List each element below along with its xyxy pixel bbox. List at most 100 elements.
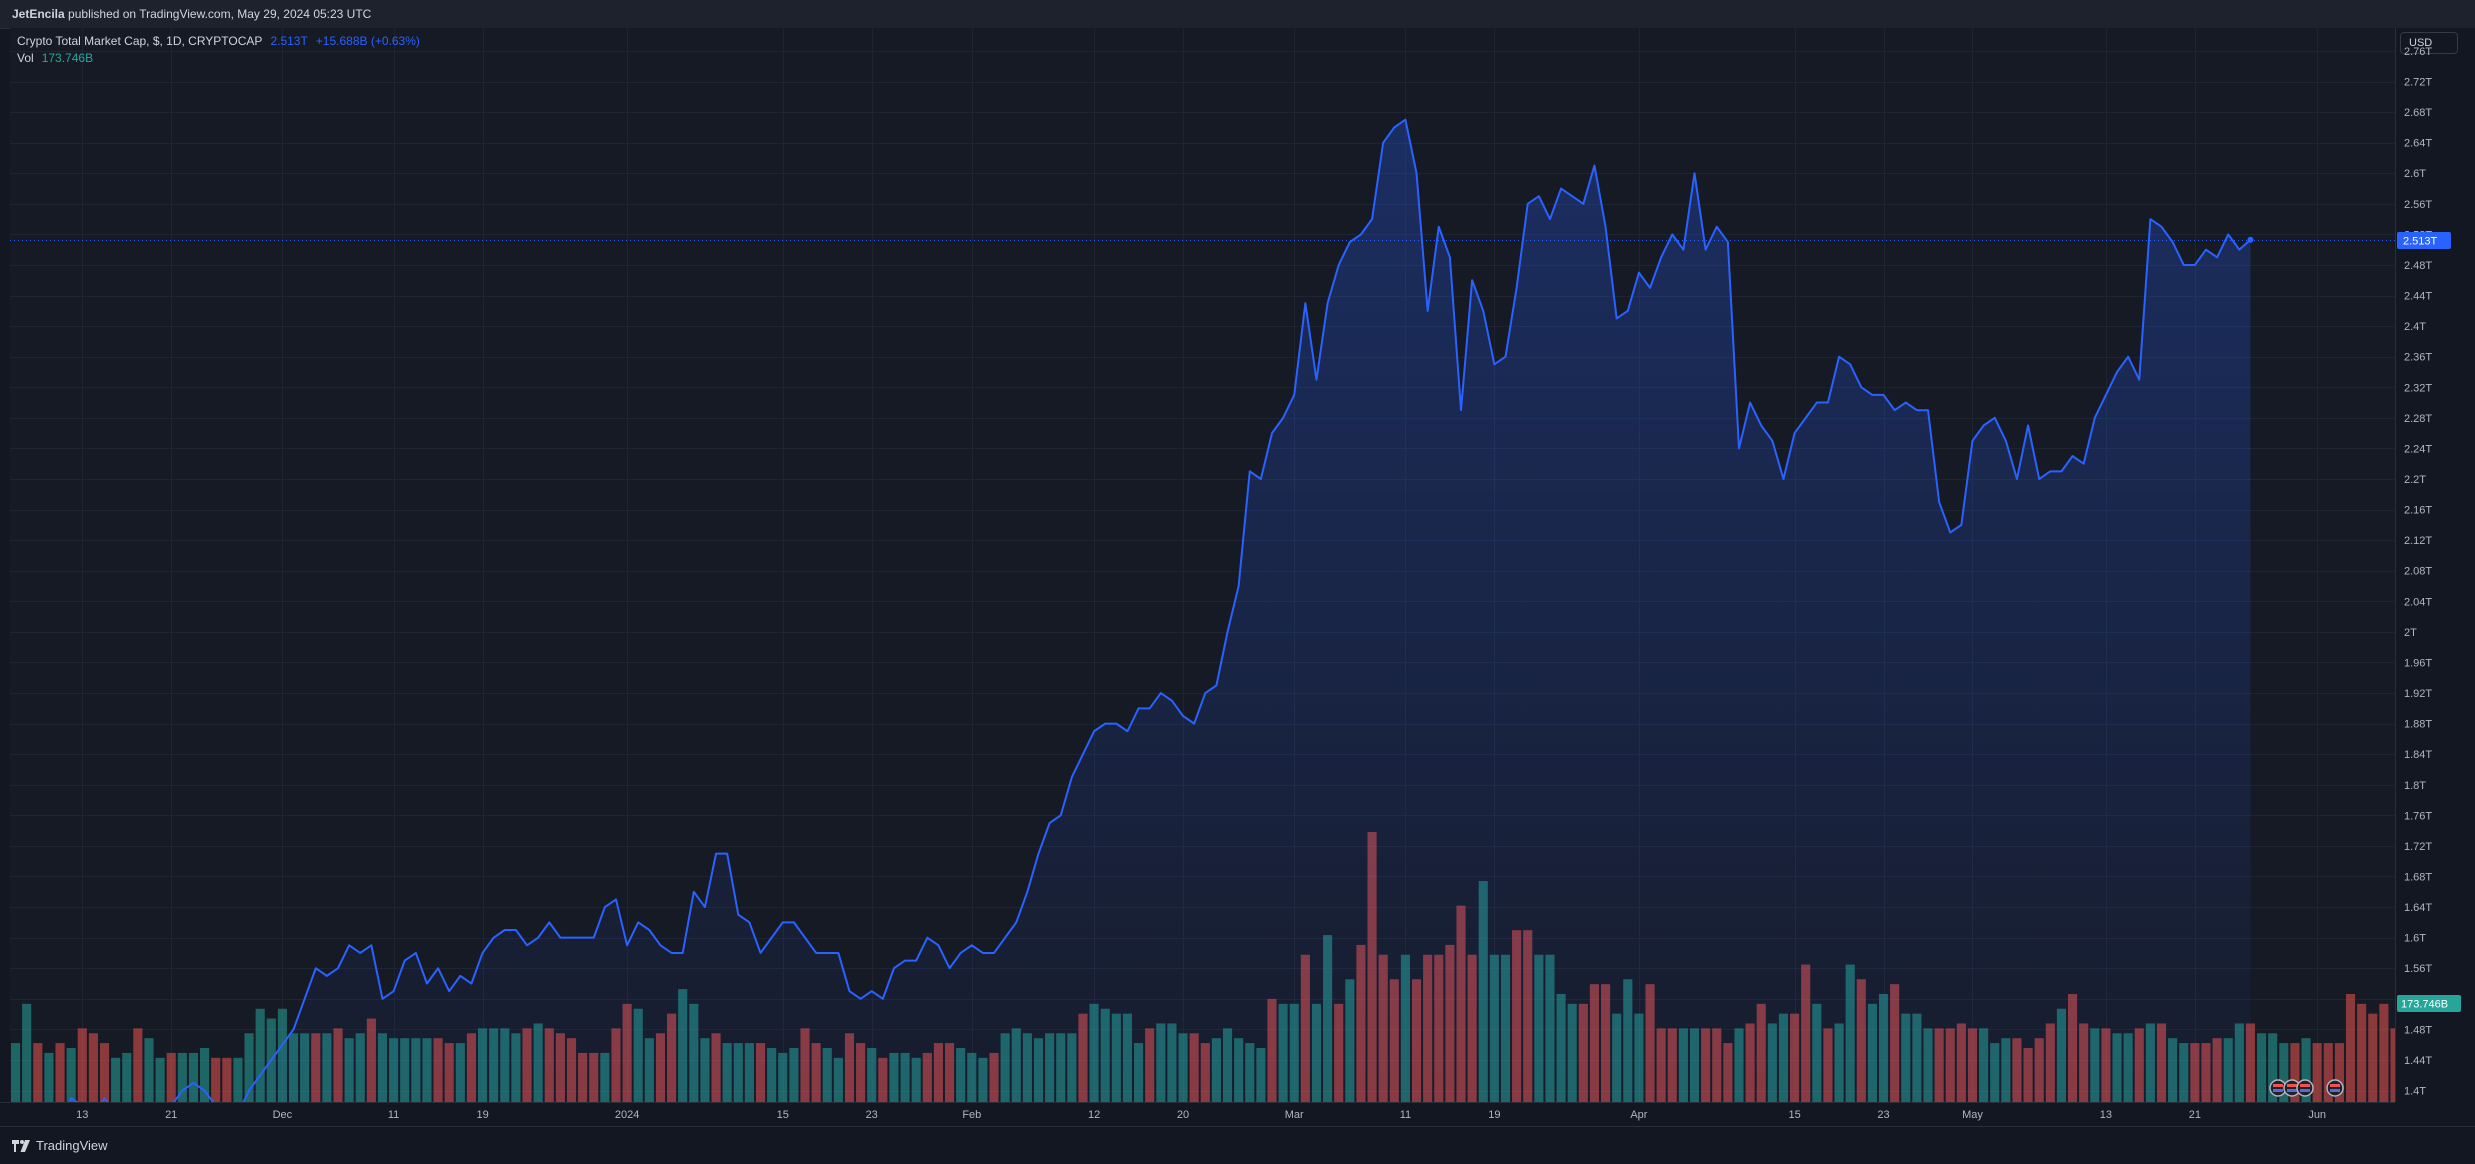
- volume-bar[interactable]: [2245, 1023, 2256, 1102]
- price-axis-labels: 2.76T2.72T2.68T2.64T2.6T2.56T2.52T2.48T2…: [2404, 46, 2432, 1098]
- flag-icon-stripe: [2273, 1089, 2283, 1092]
- time-axis[interactable]: [0, 1102, 2395, 1127]
- publish-info: JetEncila published on TradingView.com, …: [12, 7, 371, 21]
- time-tick-label: 15: [1788, 1109, 1800, 1121]
- volume-bar[interactable]: [22, 1003, 32, 1102]
- price-tick-label: 1.56T: [2404, 963, 2432, 975]
- price-tick-label: 1.92T: [2404, 688, 2432, 700]
- volume-label[interactable]: Vol: [17, 51, 34, 65]
- time-tick-label: Jun: [2308, 1109, 2326, 1121]
- price-tick-label: 2.44T: [2404, 291, 2432, 303]
- volume-bar[interactable]: [177, 1052, 187, 1102]
- current-volume-badge[interactable]: 173.746B: [2397, 995, 2461, 1012]
- volume-bar[interactable]: [144, 1038, 154, 1102]
- volume-bar[interactable]: [44, 1052, 54, 1102]
- brand-name: TradingView: [36, 1138, 108, 1153]
- volume-bar[interactable]: [122, 1052, 132, 1102]
- price-tick-label: 2.12T: [2404, 535, 2432, 547]
- volume-bar[interactable]: [188, 1052, 199, 1102]
- volume-bar[interactable]: [244, 1033, 254, 1102]
- price-line[interactable]: [16, 118, 2252, 1126]
- volume-bar[interactable]: [2390, 1028, 2399, 1102]
- price-tick-label: 1.4T: [2404, 1086, 2426, 1098]
- price-tick-label: 1.76T: [2404, 810, 2432, 822]
- time-tick-label: 23: [1877, 1109, 1889, 1121]
- volume-bar[interactable]: [2312, 1043, 2322, 1102]
- volume-bar[interactable]: [2345, 994, 2356, 1102]
- flag-icon-stripe: [2287, 1084, 2297, 1087]
- flag-icon-stripe: [2287, 1089, 2297, 1092]
- current-price-badge[interactable]: 2.513T: [2397, 232, 2451, 249]
- tradingview-brand[interactable]: TradingView: [12, 1138, 108, 1153]
- time-tick-label: May: [1962, 1109, 1983, 1121]
- price-tick-label: 2.76T: [2404, 46, 2432, 58]
- volume-bar[interactable]: [133, 1028, 143, 1102]
- price-tick-label: 1.44T: [2404, 1055, 2432, 1067]
- price-tick-label: 2T: [2404, 627, 2417, 639]
- price-tick-label: 1.48T: [2404, 1024, 2432, 1036]
- time-tick-label: 15: [777, 1109, 789, 1121]
- volume-bar[interactable]: [11, 1043, 21, 1102]
- volume-bar[interactable]: [33, 1043, 43, 1102]
- volume-bar[interactable]: [255, 1008, 265, 1102]
- volume-bar[interactable]: [111, 1057, 121, 1102]
- volume-bar[interactable]: [211, 1057, 221, 1102]
- time-tick-label: 23: [866, 1109, 878, 1121]
- event-markers: [2269, 1079, 2344, 1097]
- volume-bar[interactable]: [88, 1033, 98, 1102]
- volume-value: 173.746B: [41, 51, 94, 65]
- time-tick-label: 13: [76, 1109, 88, 1121]
- volume-bar[interactable]: [99, 1043, 110, 1102]
- volume-bar[interactable]: [2268, 1033, 2278, 1102]
- volume-bar[interactable]: [2301, 1038, 2311, 1102]
- volume-bar[interactable]: [233, 1057, 243, 1102]
- volume-bar[interactable]: [2323, 1043, 2333, 1102]
- volume-bar[interactable]: [2379, 1003, 2389, 1102]
- price-change: +15.688B (+0.63%): [315, 34, 420, 48]
- volume-bar[interactable]: [2257, 1033, 2267, 1102]
- volume-bar[interactable]: [2334, 1043, 2344, 1102]
- plot-group: [10, 118, 2399, 1126]
- chart-svg[interactable]: [0, 0, 2475, 1126]
- time-tick-label: 21: [165, 1109, 177, 1121]
- price-tick-label: 2.36T: [2404, 352, 2432, 364]
- flag-icon[interactable]: [2326, 1079, 2344, 1097]
- time-tick-label: 20: [1177, 1109, 1189, 1121]
- price-tick-label: 2.2T: [2404, 474, 2426, 486]
- time-tick-label: 19: [1488, 1109, 1500, 1121]
- price-tick-label: 2.72T: [2404, 77, 2432, 89]
- price-tick-label: 2.04T: [2404, 596, 2432, 608]
- volume-bar[interactable]: [2290, 1043, 2300, 1102]
- price-tick-label: 1.72T: [2404, 841, 2432, 853]
- time-tick-label: Dec: [273, 1109, 293, 1121]
- time-tick-label: Apr: [1630, 1109, 1647, 1121]
- author-name[interactable]: JetEncila: [12, 7, 65, 21]
- volume-bar[interactable]: [55, 1043, 65, 1102]
- flag-icon-stripe: [2300, 1084, 2310, 1087]
- symbol-title[interactable]: Crypto Total Market Cap, $, 1D, CRYPTOCA…: [17, 34, 263, 48]
- volume-bar[interactable]: [155, 1057, 165, 1102]
- volume-bar[interactable]: [200, 1048, 210, 1102]
- price-tick-label: 1.8T: [2404, 780, 2426, 792]
- price-tick-label: 1.96T: [2404, 658, 2432, 670]
- volume-bar[interactable]: [66, 1048, 76, 1102]
- last-price: 2.513T: [270, 34, 308, 48]
- flag-icon[interactable]: [2296, 1079, 2314, 1097]
- volume-bar[interactable]: [2357, 1003, 2367, 1102]
- currency-button[interactable]: USD: [2400, 32, 2458, 54]
- price-badge-bg: [2397, 232, 2451, 249]
- price-tick-label: 2.4T: [2404, 321, 2426, 333]
- volume-bar[interactable]: [166, 1052, 176, 1102]
- tradingview-logo-icon: [12, 1139, 30, 1152]
- volume-bar[interactable]: [77, 1028, 87, 1102]
- time-tick-label: 13: [2100, 1109, 2112, 1121]
- price-tick-label: 1.68T: [2404, 872, 2432, 884]
- price-tick-label: 2.64T: [2404, 138, 2432, 150]
- volume-bar[interactable]: [2368, 1013, 2378, 1102]
- volume-bar[interactable]: [222, 1057, 232, 1102]
- price-axis[interactable]: [2395, 28, 2475, 1102]
- volume-bar[interactable]: [2279, 1043, 2289, 1102]
- price-tick-label: 2.68T: [2404, 107, 2432, 119]
- price-area: [15, 119, 2251, 1102]
